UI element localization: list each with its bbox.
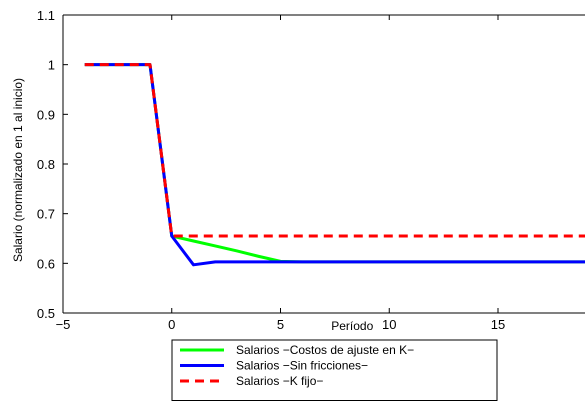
series-line-2 xyxy=(84,63,585,267)
y-tick-label: 0.9 xyxy=(37,107,55,122)
series-layer xyxy=(84,63,585,267)
y-tick-label: 1.1 xyxy=(37,8,55,23)
x-tick-label: 5 xyxy=(277,317,284,332)
y-axis-label: Salario (normalizado en 1 al inicio) xyxy=(11,78,25,262)
axes-layer: −5 0 5 10 15 0.5 0.6 0.7 0.8 0.9 1 1.1 xyxy=(37,8,585,332)
legend-label: Salarios −K fijo− xyxy=(236,374,323,388)
x-tick-label: 0 xyxy=(168,317,175,332)
legend-box xyxy=(171,339,498,401)
plot-area xyxy=(63,15,585,313)
x-tick-label: −5 xyxy=(56,317,71,332)
x-tick-label: 10 xyxy=(382,317,396,332)
y-tick-label: 0.8 xyxy=(37,157,55,172)
y-tick-label: 0.5 xyxy=(37,306,55,321)
y-tick-label: 1 xyxy=(48,58,55,73)
x-axis-label: Período xyxy=(331,319,373,333)
legend: Salarios −Costos de ajuste en K− Salarios… xyxy=(171,339,498,401)
legend-label: Salarios −Costos de ajuste en K− xyxy=(236,343,414,357)
legend-label: Salarios −Sin fricciones− xyxy=(236,359,368,373)
y-tick-label: 0.6 xyxy=(37,256,55,271)
x-tick-label: 15 xyxy=(491,317,505,332)
y-tick-label: 0.7 xyxy=(37,207,55,222)
